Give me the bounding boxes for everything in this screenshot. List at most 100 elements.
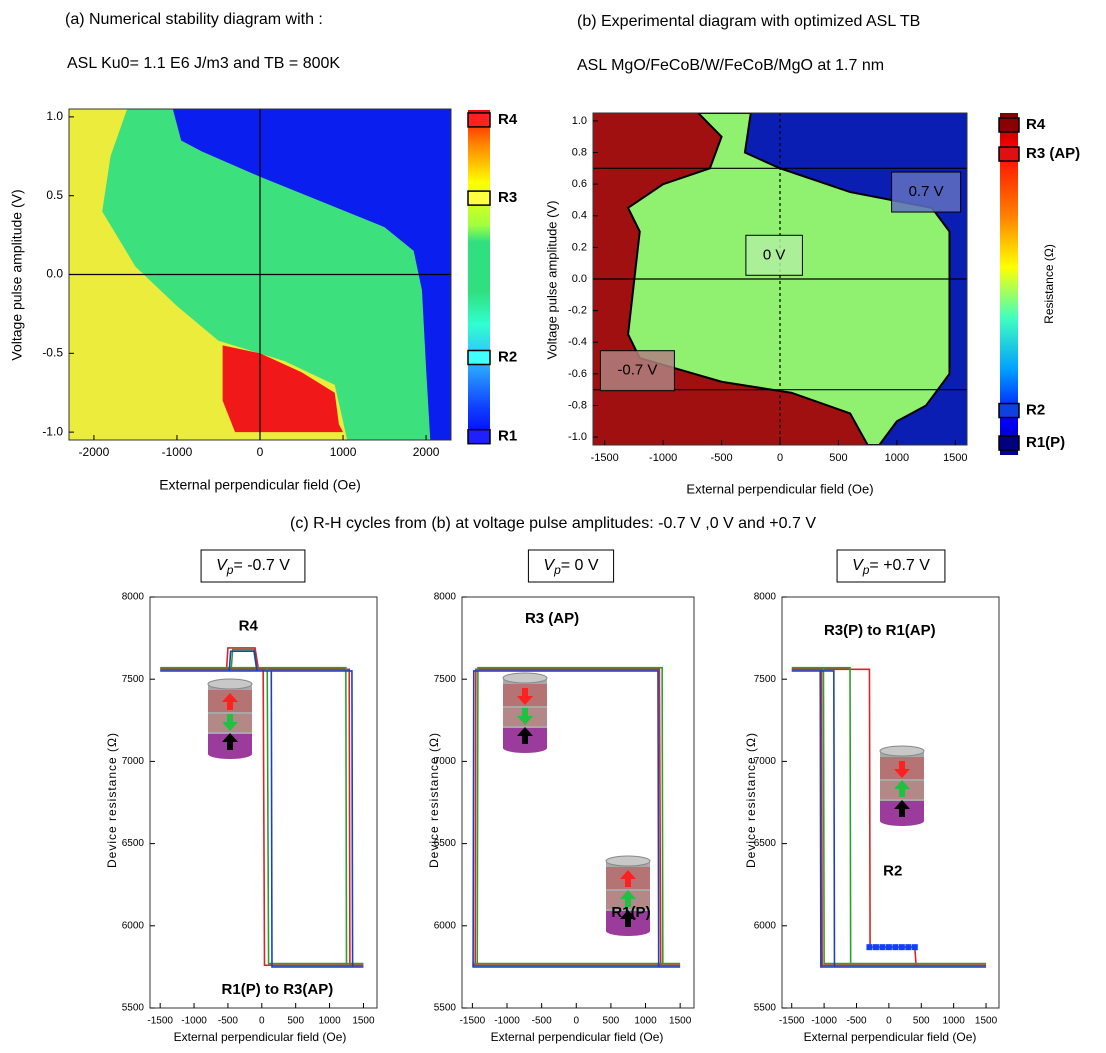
x-tick-label: 0 bbox=[259, 1016, 265, 1027]
data-marker bbox=[879, 944, 886, 951]
annotation-box bbox=[745, 234, 803, 276]
stack-icon bbox=[207, 678, 253, 760]
y-tick-label: -0.2 bbox=[568, 305, 587, 317]
annotation: R1(P) bbox=[611, 904, 650, 921]
plot-frame bbox=[781, 596, 1000, 1009]
colorbar-marker bbox=[467, 349, 491, 366]
x-axis-label: External perpendicular field (Oe) bbox=[686, 481, 873, 496]
colorbar-label: R3 bbox=[498, 189, 517, 206]
y-tick-label: 1.0 bbox=[572, 115, 587, 127]
x-tick-label: 500 bbox=[287, 1016, 304, 1027]
rh-cycle bbox=[791, 666, 987, 965]
y-tick-label: 7500 bbox=[434, 674, 457, 685]
cycle-header: Vp= -0.7 V bbox=[216, 557, 290, 577]
y-tick-label: 1.0 bbox=[46, 109, 63, 123]
x-tick-label: -1000 bbox=[162, 445, 193, 459]
annotation: -0.7 V bbox=[617, 362, 657, 379]
rh-cycle bbox=[791, 668, 987, 967]
x-tick-label: -1000 bbox=[494, 1016, 520, 1027]
x-tick-label: -1000 bbox=[181, 1016, 207, 1027]
stability-region bbox=[222, 345, 344, 433]
x-axis-label: External perpendicular field (Oe) bbox=[491, 1030, 664, 1044]
y-axis-label: Voltage pulse amplitude (V) bbox=[9, 189, 25, 360]
stack-icon bbox=[502, 672, 548, 754]
rh-cycle bbox=[160, 648, 364, 965]
x-tick-label: -500 bbox=[218, 1016, 238, 1027]
y-tick-label: 6000 bbox=[754, 920, 777, 931]
x-tick-label: 500 bbox=[829, 452, 847, 464]
x-tick-label: 1000 bbox=[330, 445, 357, 459]
x-tick-label: 2000 bbox=[413, 445, 440, 459]
y-tick-label: -0.4 bbox=[568, 336, 587, 348]
panel-c-title: (c) R-H cycles from (b) at voltage pulse… bbox=[290, 515, 816, 532]
panel-subtitle: ASL Ku0= 1.1 E6 J/m3 and TB = 800K bbox=[67, 55, 340, 72]
x-tick-label: 0 bbox=[886, 1016, 892, 1027]
y-axis-label: Device resistance (Ω) bbox=[105, 732, 119, 868]
data-marker bbox=[866, 944, 873, 951]
annotation: R4 bbox=[239, 618, 259, 635]
colorbar-label: R4 bbox=[1026, 116, 1046, 133]
header-box bbox=[200, 549, 306, 583]
cycle-header: Vp= +0.7 V bbox=[852, 557, 930, 577]
annotation: R3 (AP) bbox=[525, 610, 579, 627]
y-tick-label: -0.8 bbox=[568, 399, 587, 411]
stack-icon bbox=[605, 855, 651, 937]
rh-cycle bbox=[791, 670, 987, 968]
x-tick-label: 0 bbox=[777, 452, 783, 464]
y-tick-label: 0.5 bbox=[46, 188, 63, 202]
panel-title: (b) Experimental diagram with optimized … bbox=[577, 13, 920, 30]
stability-region bbox=[172, 109, 451, 440]
x-tick-label: 1000 bbox=[943, 1016, 966, 1027]
colorbar bbox=[468, 110, 490, 440]
x-tick-label: 500 bbox=[913, 1016, 930, 1027]
annotation-box bbox=[599, 350, 675, 392]
x-tick-label: 1500 bbox=[975, 1016, 998, 1027]
y-tick-label: 5500 bbox=[122, 1003, 145, 1014]
y-tick-label: 6500 bbox=[754, 838, 777, 849]
x-tick-label: -1500 bbox=[591, 452, 619, 464]
x-tick-label: -1500 bbox=[147, 1016, 173, 1027]
y-tick-label: -0.5 bbox=[42, 345, 63, 359]
colorbar-label: R3 (AP) bbox=[1026, 145, 1080, 162]
y-tick-label: 7500 bbox=[122, 674, 145, 685]
colorbar-label: R1(P) bbox=[1026, 434, 1065, 451]
colorbar-marker bbox=[998, 435, 1020, 451]
x-tick-label: -500 bbox=[711, 452, 733, 464]
plot-area bbox=[791, 666, 987, 968]
x-tick-label: -1500 bbox=[779, 1016, 805, 1027]
plot-area bbox=[160, 647, 364, 968]
annotation: 0 V bbox=[763, 246, 786, 263]
y-tick-label: 0.0 bbox=[572, 273, 587, 285]
plot-frame bbox=[461, 596, 695, 1009]
colorbar-marker bbox=[467, 112, 491, 128]
y-axis-label: Device resistance (Ω) bbox=[744, 732, 758, 868]
colorbar-marker bbox=[467, 190, 491, 206]
x-tick-label: 0 bbox=[573, 1016, 579, 1027]
x-tick-label: -500 bbox=[846, 1016, 866, 1027]
x-tick-label: -1000 bbox=[649, 452, 677, 464]
x-tick-label: -2000 bbox=[79, 445, 110, 459]
colorbar-label: R2 bbox=[498, 348, 517, 365]
x-tick-label: 1500 bbox=[352, 1016, 375, 1027]
x-tick-label: 1000 bbox=[318, 1016, 341, 1027]
x-tick-label: 1000 bbox=[885, 452, 909, 464]
data-marker bbox=[892, 944, 899, 951]
y-tick-label: 8000 bbox=[754, 592, 777, 603]
annotation: R2 bbox=[883, 863, 902, 880]
x-tick-label: -1000 bbox=[811, 1016, 837, 1027]
y-tick-label: 7000 bbox=[754, 756, 777, 767]
y-tick-label: 0.8 bbox=[572, 146, 587, 158]
rh-cycle bbox=[160, 650, 364, 968]
data-marker bbox=[898, 944, 905, 951]
y-tick-label: 8000 bbox=[122, 592, 145, 603]
y-tick-label: 0.6 bbox=[572, 178, 587, 190]
y-tick-label: 0.4 bbox=[572, 210, 587, 222]
x-tick-label: 1000 bbox=[634, 1016, 657, 1027]
x-tick-label: -500 bbox=[532, 1016, 552, 1027]
rh-cycle bbox=[472, 670, 681, 968]
panel-title: (a) Numerical stability diagram with : bbox=[65, 11, 323, 28]
x-tick-label: 500 bbox=[603, 1016, 620, 1027]
colorbar-label: R2 bbox=[1026, 402, 1045, 419]
colorbar bbox=[1000, 113, 1018, 455]
